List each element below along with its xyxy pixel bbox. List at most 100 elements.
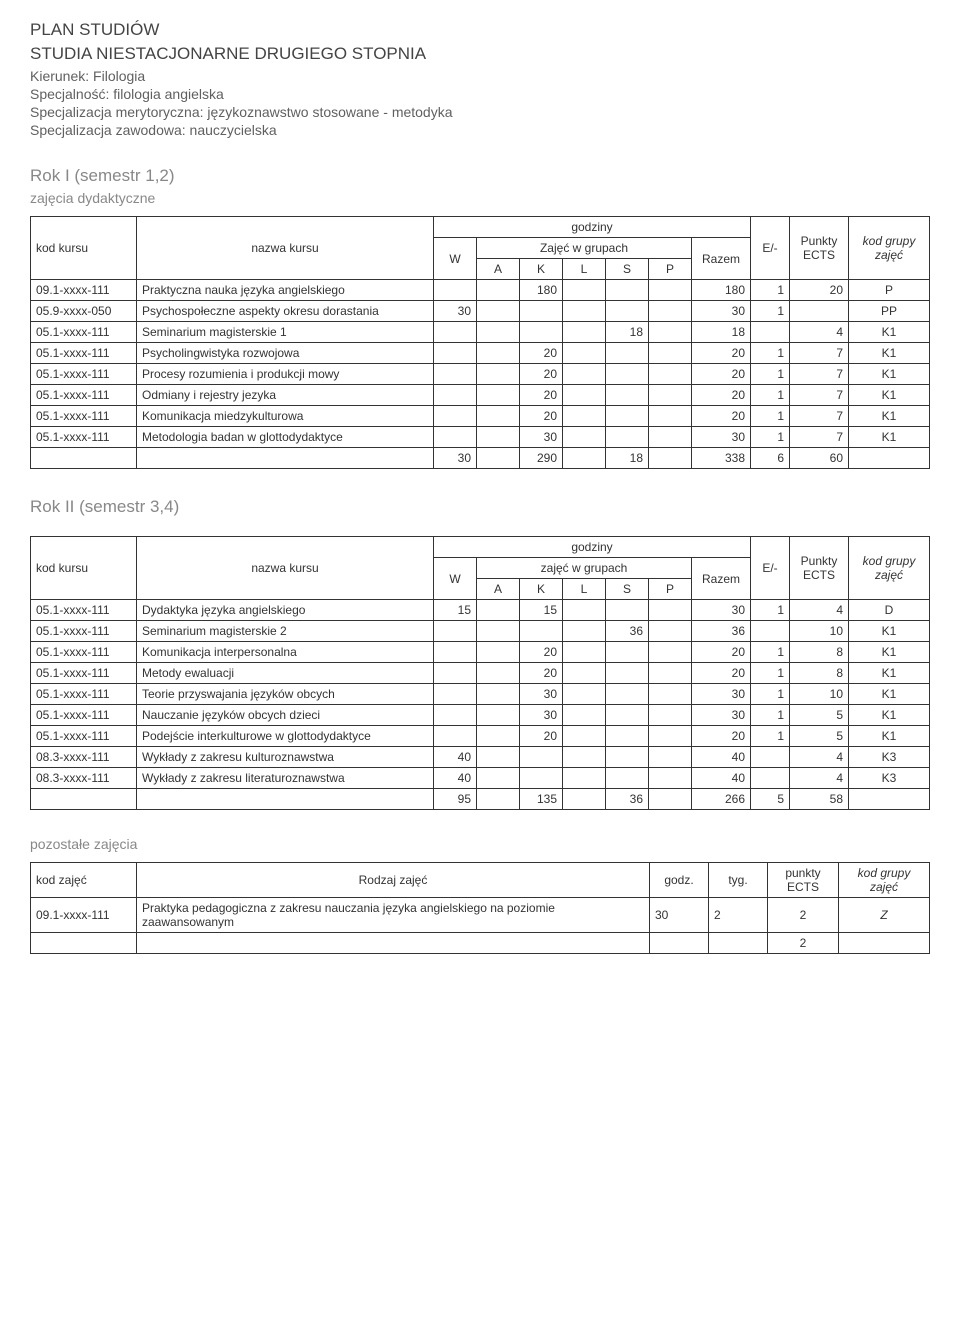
- cell-s: [606, 726, 649, 747]
- kierunek-label: Kierunek:: [30, 68, 89, 84]
- spec-label: Specjalność:: [30, 86, 109, 102]
- table-row: 05.1-xxxx-111Procesy rozumienia i produk…: [31, 364, 930, 385]
- cell-ects: 5: [790, 705, 849, 726]
- cell-kod-grupy: K1: [849, 322, 930, 343]
- cell-ects: 4: [790, 768, 849, 789]
- th2-godziny: godziny: [434, 537, 751, 558]
- cell-a: [477, 280, 520, 301]
- cell-kod-grupy: P: [849, 280, 930, 301]
- cell-l: [563, 385, 606, 406]
- cell-s: [606, 343, 649, 364]
- spec-mer: Specjalizacja merytoryczna: językoznawst…: [30, 104, 930, 120]
- cell-a: [477, 684, 520, 705]
- th3-rodzaj: Rodzaj zajęć: [137, 863, 650, 898]
- cell-kod-grupy: K1: [849, 621, 930, 642]
- cell-l: [563, 684, 606, 705]
- cell-nazwa: Wykłady z zakresu kulturoznawstwa: [137, 747, 434, 768]
- rok1-title: Rok I (semestr 1,2): [30, 166, 930, 186]
- cell-p: [649, 684, 692, 705]
- cell-kod: 09.1-xxxx-111: [31, 898, 137, 933]
- cell-s: [606, 684, 649, 705]
- spec-zaw: Specjalizacja zawodowa: nauczycielska: [30, 122, 930, 138]
- cell-ects: 7: [790, 427, 849, 448]
- cell-kod-grupy: K1: [849, 642, 930, 663]
- cell-kod: 08.3-xxxx-111: [31, 747, 137, 768]
- cell-godz: [650, 933, 709, 954]
- table-row: 05.1-xxxx-111Nauczanie języków obcych dz…: [31, 705, 930, 726]
- table-row: 05.1-xxxx-111Komunikacja miedzykulturowa…: [31, 406, 930, 427]
- cell-l: [563, 663, 606, 684]
- cell-k: 20: [520, 343, 563, 364]
- cell-razem: 36: [692, 621, 751, 642]
- cell-a: [477, 726, 520, 747]
- cell-nazwa: Wykłady z zakresu literaturoznawstwa: [137, 768, 434, 789]
- cell-kod: [31, 789, 137, 810]
- cell-a: [477, 427, 520, 448]
- th-ef: E/-: [751, 217, 790, 280]
- cell-kod: [31, 933, 137, 954]
- cell-kod: [31, 448, 137, 469]
- cell-razem: 20: [692, 406, 751, 427]
- cell-a: [477, 406, 520, 427]
- cell-kod: 09.1-xxxx-111: [31, 280, 137, 301]
- cell-kod: 05.1-xxxx-111: [31, 364, 137, 385]
- cell-p: [649, 600, 692, 621]
- th2-razem: Razem: [692, 558, 751, 600]
- cell-s: 18: [606, 322, 649, 343]
- cell-ef: [751, 747, 790, 768]
- cell-razem: 180: [692, 280, 751, 301]
- cell-razem: 30: [692, 427, 751, 448]
- cell-kod: 08.3-xxxx-111: [31, 768, 137, 789]
- cell-nazwa: Procesy rozumienia i produkcji mowy: [137, 364, 434, 385]
- cell-l: [563, 621, 606, 642]
- cell-k: 30: [520, 427, 563, 448]
- cell-ef: 1: [751, 642, 790, 663]
- cell-a: [477, 385, 520, 406]
- cell-ects: 4: [790, 747, 849, 768]
- cell-s: [606, 364, 649, 385]
- th2-nazwa-kursu: nazwa kursu: [137, 537, 434, 600]
- cell-ects: 8: [790, 663, 849, 684]
- cell-w: [434, 663, 477, 684]
- cell-w: 30: [434, 301, 477, 322]
- cell-k: [520, 747, 563, 768]
- cell-ects: 2: [768, 898, 839, 933]
- cell-kod: 05.1-xxxx-111: [31, 343, 137, 364]
- cell-razem: 20: [692, 385, 751, 406]
- cell-ects: 10: [790, 621, 849, 642]
- cell-k: [520, 621, 563, 642]
- cell-nazwa: Praktyczna nauka języka angielskiego: [137, 280, 434, 301]
- cell-razem: 30: [692, 684, 751, 705]
- cell-kod-grupy: K1: [849, 364, 930, 385]
- cell-ects: 10: [790, 684, 849, 705]
- cell-ef: 1: [751, 726, 790, 747]
- cell-k: 15: [520, 600, 563, 621]
- cell-ef: 1: [751, 684, 790, 705]
- cell-a: [477, 789, 520, 810]
- cell-s: [606, 768, 649, 789]
- cell-k: 20: [520, 406, 563, 427]
- cell-kod-grupy: K1: [849, 406, 930, 427]
- cell-nazwa: [137, 789, 434, 810]
- th-kod-grupy: kod grupy zajęć: [849, 217, 930, 280]
- cell-l: [563, 322, 606, 343]
- cell-ects: 7: [790, 385, 849, 406]
- th2-k: K: [520, 579, 563, 600]
- table-row: 05.1-xxxx-111Psycholingwistyka rozwojowa…: [31, 343, 930, 364]
- cell-ef: 6: [751, 448, 790, 469]
- table-row: 05.1-xxxx-111Seminarium magisterskie 118…: [31, 322, 930, 343]
- table-row: 09.1-xxxx-111Praktyka pedagogiczna z zak…: [31, 898, 930, 933]
- th2-p: P: [649, 579, 692, 600]
- cell-k: 30: [520, 684, 563, 705]
- cell-a: [477, 448, 520, 469]
- cell-w: 30: [434, 448, 477, 469]
- cell-ects: 60: [790, 448, 849, 469]
- cell-nazwa: Praktyka pedagogiczna z zakresu nauczani…: [137, 898, 650, 933]
- th-kod-kursu: kod kursu: [31, 217, 137, 280]
- kierunek-line: Kierunek: Filologia: [30, 68, 930, 84]
- th3-kod-grupy: kod grupy zajęć: [839, 863, 930, 898]
- cell-w: 40: [434, 768, 477, 789]
- cell-razem: 30: [692, 301, 751, 322]
- th-p: P: [649, 259, 692, 280]
- cell-nazwa: [137, 933, 650, 954]
